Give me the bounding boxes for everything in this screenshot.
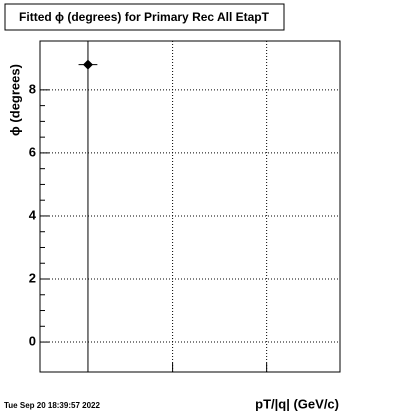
plot-frame: [39, 40, 341, 373]
y-tick-label: 2: [29, 270, 36, 285]
y-tick-label: 4: [29, 207, 37, 222]
x-axis-label: pT/|q| (GeV/c): [255, 396, 339, 411]
timestamp: Tue Sep 20 18:39:57 2022: [4, 401, 100, 410]
data-point: [82, 59, 93, 70]
plot-area: [78, 41, 98, 372]
chart-title: Fitted ϕ (degrees) for Primary Rec All E…: [19, 10, 270, 24]
y-tick-label: 8: [29, 81, 36, 96]
title-box: [4, 3, 285, 31]
y-axis-label: ϕ (degrees): [7, 64, 22, 136]
y-tick-label: 6: [29, 144, 36, 159]
y-tick-label: 0: [29, 333, 36, 348]
